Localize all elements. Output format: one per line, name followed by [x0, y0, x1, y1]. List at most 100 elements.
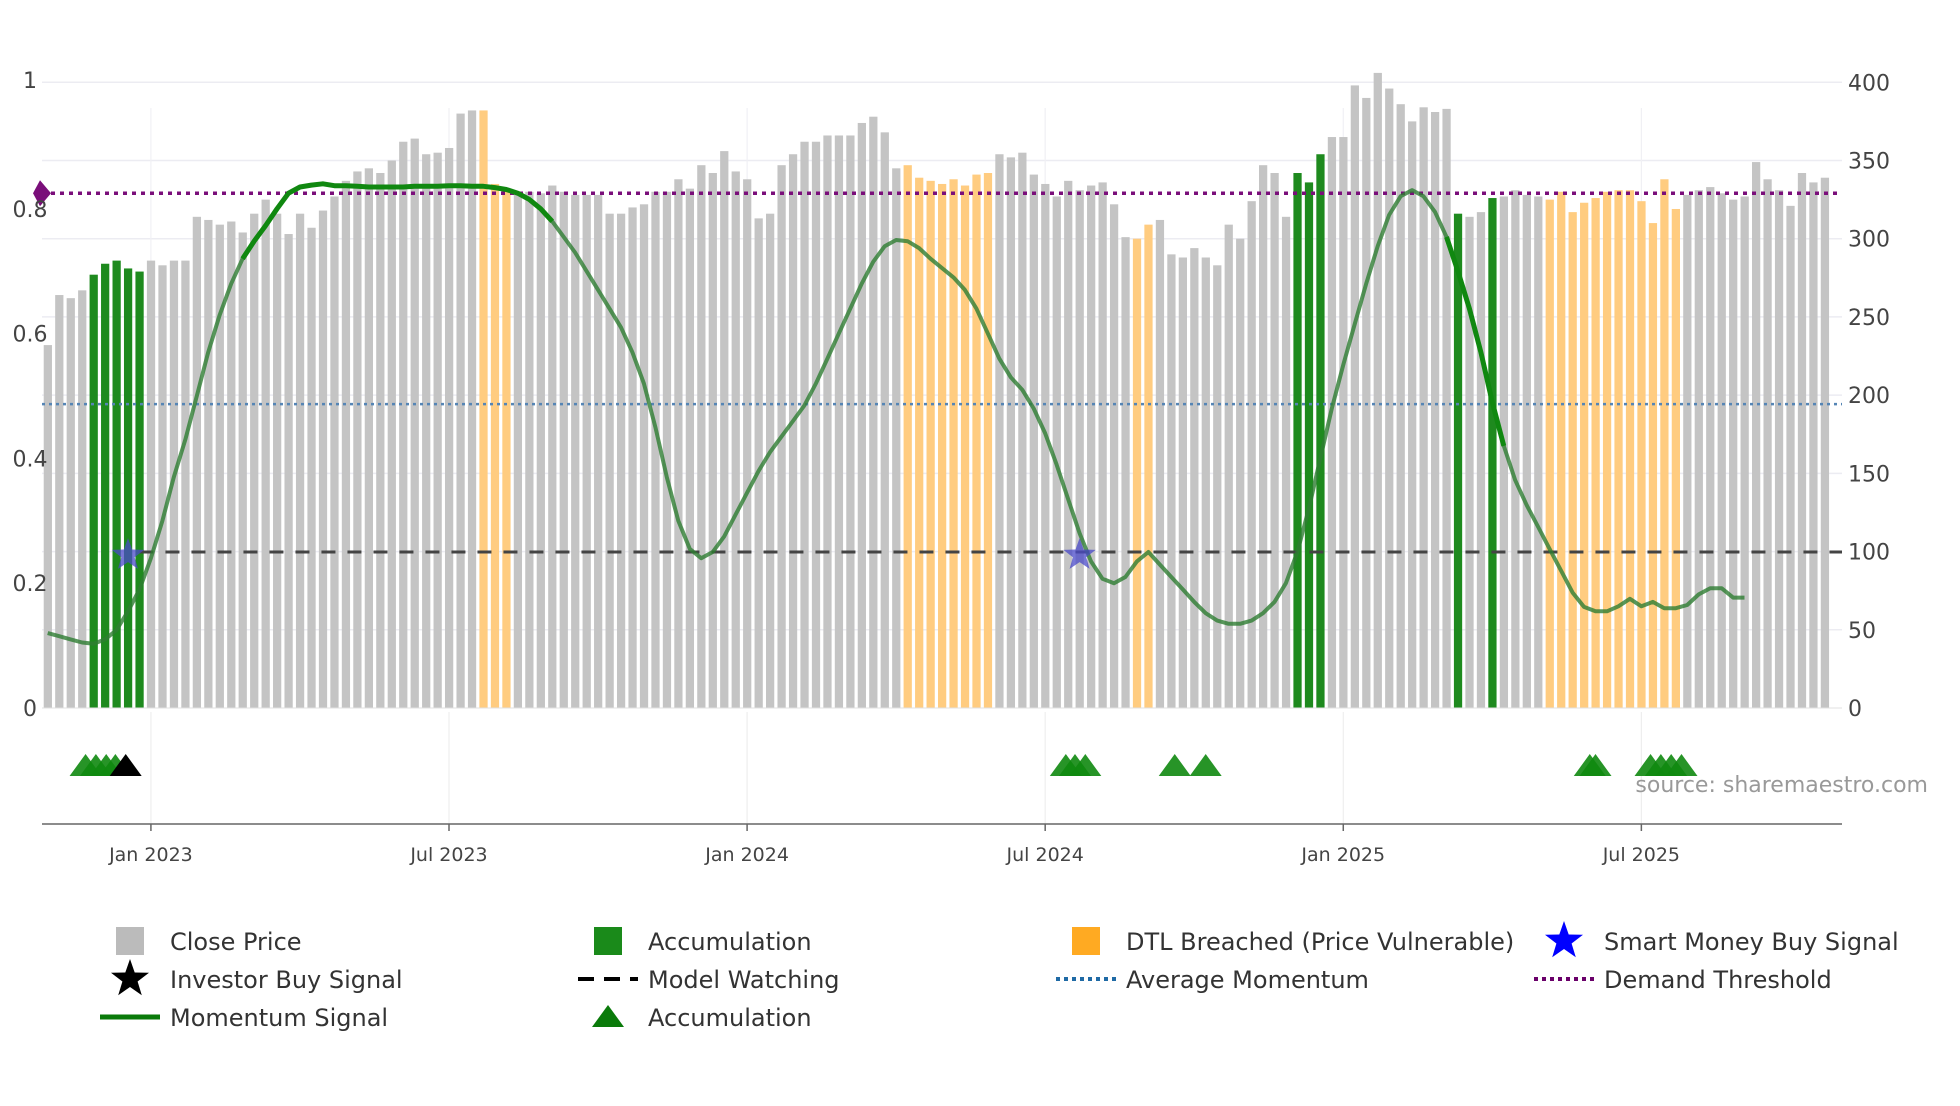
right-tick-label: 250 — [1848, 306, 1890, 331]
close-price-bar — [800, 141, 809, 709]
close-price-bar — [834, 135, 844, 709]
dtl-breached-bar — [1144, 224, 1153, 708]
gray-square-icon — [116, 927, 144, 955]
close-price-bar — [376, 173, 385, 708]
close-price-bar — [743, 179, 752, 708]
close-price-bar — [788, 154, 798, 709]
signal-markers — [111, 538, 1096, 569]
close-price-bar — [1763, 179, 1772, 708]
close-price-bar — [1774, 190, 1784, 709]
accumulation-triangle — [1579, 754, 1612, 776]
legend-item-dtl-breached: DTL Breached (Price Vulnerable) — [1072, 927, 1514, 956]
close-price-bar — [1408, 121, 1417, 708]
close-price-bar — [1339, 137, 1348, 709]
legend-label: Investor Buy Signal — [170, 966, 403, 994]
close-price-bar — [1385, 88, 1394, 709]
legend-item-accumulation-marker: Accumulation — [592, 1004, 812, 1032]
close-price-bar — [571, 194, 580, 708]
close-price-bar — [422, 154, 431, 709]
close-price-bar — [1809, 182, 1818, 708]
close-price-bar — [685, 188, 695, 708]
accumulation-bar — [123, 268, 133, 708]
accumulation-triangle — [1158, 754, 1191, 776]
dtl-breached-bar — [1614, 190, 1623, 709]
close-price-bar — [1430, 112, 1440, 708]
close-price-bar — [582, 194, 591, 708]
close-price-bar — [1327, 137, 1337, 709]
left-tick-label: 0.8 — [13, 198, 48, 223]
close-price-bar — [1098, 182, 1107, 708]
close-price-bar — [1694, 190, 1703, 709]
close-price-bar — [857, 122, 866, 708]
demand-threshold-marker — [33, 180, 51, 207]
dtl-breached-bar — [1637, 201, 1646, 709]
close-price-bar — [1247, 201, 1256, 709]
close-price-bar — [1064, 180, 1073, 709]
x-tick-label: Jul 2024 — [1006, 844, 1084, 866]
right-tick-label: 150 — [1848, 462, 1890, 487]
close-price-bar — [892, 168, 901, 708]
blue-star-icon — [1545, 921, 1583, 958]
close-price-bar — [399, 141, 408, 709]
close-price-bar — [146, 260, 156, 708]
green-square-icon — [594, 927, 622, 955]
accumulation-bar — [1316, 154, 1325, 709]
close-price-bar — [1729, 199, 1738, 709]
close-price-bar — [880, 132, 889, 709]
legend-label: Momentum Signal — [170, 1004, 388, 1032]
axes: 0 0.2 0.4 0.6 0.8 1 0 50 100 150 200 250 300 350 400 Ja… — [13, 69, 1891, 866]
close-price-bar — [995, 154, 1004, 709]
close-price-bar — [1121, 237, 1130, 708]
close-price-bar — [1419, 107, 1428, 708]
legend-item-investor-buy-signal: Investor Buy Signal — [111, 959, 403, 996]
green-triangle-icon — [592, 1005, 624, 1027]
accumulation-triangle — [1189, 754, 1222, 776]
accumulation-bar — [101, 263, 110, 708]
close-price-bar — [66, 298, 75, 708]
dtl-breached-bar — [1568, 212, 1577, 708]
accumulation-bar — [1293, 173, 1302, 708]
right-tick-label: 100 — [1848, 541, 1890, 566]
close-price-bar — [158, 265, 167, 708]
dtl-breached-bar — [972, 174, 981, 708]
legend-label: Average Momentum — [1126, 966, 1369, 994]
dtl-breached-bar — [1602, 191, 1612, 709]
close-price-bar — [238, 232, 247, 708]
right-tick-label: 200 — [1848, 384, 1890, 409]
close-price-bar — [1717, 193, 1726, 709]
close-price-bar — [204, 219, 213, 708]
close-price-bar — [1442, 108, 1451, 708]
close-price-bar — [1201, 257, 1210, 708]
legend-item-momentum-signal: Momentum Signal — [100, 1004, 388, 1032]
price-bars — [43, 72, 1830, 709]
dtl-breached-bar — [1557, 191, 1566, 709]
legend-label: Accumulation — [648, 1004, 812, 1032]
close-price-bar — [1224, 224, 1233, 708]
close-price-bar — [273, 213, 282, 708]
close-price-bar — [1178, 257, 1187, 708]
close-price-bar — [1029, 174, 1038, 708]
accumulation-bar — [89, 274, 98, 708]
close-price-bar — [594, 194, 603, 708]
marker-strip — [69, 754, 1698, 776]
source-label: source: sharemaestro.com — [1635, 773, 1928, 798]
close-price-bar — [697, 165, 706, 708]
close-price-bar — [823, 135, 832, 709]
dtl-breached-bar — [1625, 190, 1635, 709]
left-tick-label: 1 — [23, 69, 37, 94]
legend-label: Accumulation — [648, 928, 812, 956]
close-price-bar — [1041, 183, 1050, 708]
close-price-bar — [1786, 205, 1795, 709]
close-price-bar — [1087, 185, 1096, 708]
close-price-bar — [616, 213, 626, 708]
close-price-bar — [869, 116, 878, 708]
close-price-bar — [1259, 165, 1268, 708]
momentum-signal-strong — [1444, 236, 1507, 447]
close-price-bar — [295, 213, 305, 708]
close-price-bar — [467, 110, 477, 708]
close-price-bar — [1706, 187, 1715, 709]
accumulation-bar — [135, 271, 144, 708]
dtl-breached-bar — [1591, 198, 1600, 709]
close-price-bar — [1109, 204, 1119, 709]
close-price-bar — [1236, 238, 1245, 708]
